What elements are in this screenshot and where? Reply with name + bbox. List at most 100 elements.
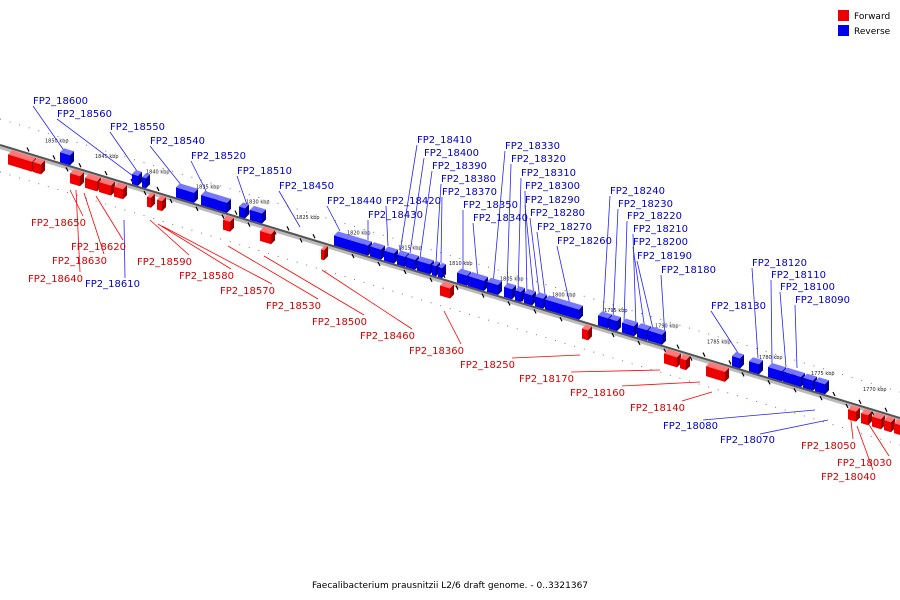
reverse-gene	[749, 357, 763, 375]
axis-tick	[533, 309, 537, 314]
reverse-gene	[732, 352, 744, 369]
forward-gene	[861, 409, 872, 426]
gene-label: FP2_18030	[837, 458, 892, 469]
gene-label: FP2_18180	[661, 265, 716, 276]
leader-line	[278, 190, 301, 228]
leader-line	[75, 189, 81, 273]
gene-label: FP2_18630	[52, 256, 107, 267]
leader-line	[751, 267, 759, 359]
gene-label: FP2_18100	[780, 282, 835, 293]
axis-tick	[429, 277, 433, 283]
forward-gene	[872, 412, 885, 430]
leader-line	[779, 291, 787, 368]
axis-tick	[312, 233, 316, 239]
gene-label: FP2_18240	[610, 186, 665, 197]
reverse-gene	[468, 271, 488, 291]
leader-line	[326, 205, 341, 232]
kbp-tick-label: 1790 kbp	[655, 324, 679, 330]
leader-line	[399, 144, 418, 253]
gene-label: FP2_18200	[633, 237, 688, 248]
kbp-tick-label: 1775 kbp	[811, 371, 835, 377]
legend-reverse-label: Reverse	[854, 27, 891, 37]
figure-caption: Faecalibacterium prausnitzii L2/6 draft …	[312, 581, 588, 591]
leader-line	[759, 419, 829, 435]
gene-label: FP2_18460	[360, 331, 415, 342]
axis-tick	[169, 198, 173, 204]
reverse-gene	[609, 314, 621, 332]
forward-gene	[706, 362, 729, 382]
axis-tick	[403, 269, 407, 275]
axis-tick	[104, 170, 108, 176]
leader-line	[492, 150, 506, 286]
gene-label: FP2_18540	[150, 136, 205, 147]
axis-tick	[689, 356, 693, 361]
leader-line	[227, 245, 319, 300]
axis-tick	[234, 210, 238, 215]
leader-line	[660, 274, 666, 338]
leader-line	[161, 225, 273, 285]
label-leader-lines	[32, 105, 890, 471]
gene-label: FP2_18360	[409, 346, 464, 357]
gene-label: FP2_18550	[110, 122, 165, 133]
reverse-gene	[504, 282, 516, 300]
kbp-tick-label: 1795 kbp	[604, 308, 628, 314]
axis-tick	[26, 147, 30, 152]
reverse-gene	[515, 286, 525, 303]
reverse-gene	[803, 373, 817, 391]
axis-tick	[793, 387, 797, 393]
legend-forward-label: Forward	[854, 12, 890, 22]
gene-label: FP2_18410	[417, 135, 472, 146]
forward-gene	[147, 192, 155, 208]
leader-line	[511, 354, 581, 359]
axis-tick	[507, 301, 511, 306]
gene-label: FP2_18590	[137, 257, 192, 268]
reverse-gene	[815, 377, 829, 395]
forward-gene	[440, 281, 454, 299]
gene-label: FP2_18250	[460, 360, 515, 371]
kbp-tick-label: 1805 kbp	[500, 277, 524, 283]
leader-line	[517, 177, 522, 293]
axis-tick	[884, 407, 888, 413]
forward-gene	[33, 158, 45, 175]
gene-label: FP2_18510	[237, 166, 292, 177]
gene-label: FP2_18230	[618, 199, 673, 210]
forward-gene	[321, 245, 328, 261]
leader-line	[529, 217, 541, 301]
gene-label: FP2_18580	[179, 271, 234, 282]
leader-line	[702, 409, 816, 421]
gene-label: FP2_18130	[711, 301, 766, 312]
axis-tick	[676, 344, 680, 349]
forward-gene	[680, 354, 690, 371]
leader-line	[435, 183, 442, 263]
gene-label: FP2_18330	[505, 141, 560, 152]
leader-line	[83, 192, 105, 255]
gene-label: FP2_18190	[637, 251, 692, 262]
reverse-gene	[648, 326, 666, 345]
axis-tick	[611, 332, 615, 338]
leader-line	[32, 105, 66, 153]
legend-forward-swatch	[838, 10, 849, 21]
gene-label: FP2_18430	[368, 210, 423, 221]
forward-gene	[70, 169, 84, 187]
leader-line	[123, 219, 126, 279]
gene-label: FP2_18120	[752, 258, 807, 269]
leader-line	[95, 195, 124, 241]
forward-gene	[260, 226, 275, 245]
gene-label: FP2_18390	[432, 161, 487, 172]
axis-tick	[156, 186, 160, 192]
kbp-tick-label: 1820 kbp	[347, 230, 371, 236]
gene-label: FP2_18290	[525, 195, 580, 206]
axis-tick	[247, 222, 251, 227]
leader-line	[570, 369, 661, 373]
gene-label: FP2_18310	[521, 168, 576, 179]
leader-line	[556, 245, 571, 306]
reverse-gene	[370, 242, 385, 260]
leader-line	[621, 381, 701, 387]
axis-tick	[702, 352, 706, 357]
reverse-gene	[213, 194, 231, 213]
forward-gene	[848, 405, 860, 422]
gene-labels: FP2_18600 FP2_18560 FP2_18550 FP2_18540 FP2_…	[28, 96, 892, 483]
leader-line	[157, 223, 232, 270]
gene-label: FP2_18640	[28, 274, 83, 285]
axis-tick	[65, 167, 69, 172]
